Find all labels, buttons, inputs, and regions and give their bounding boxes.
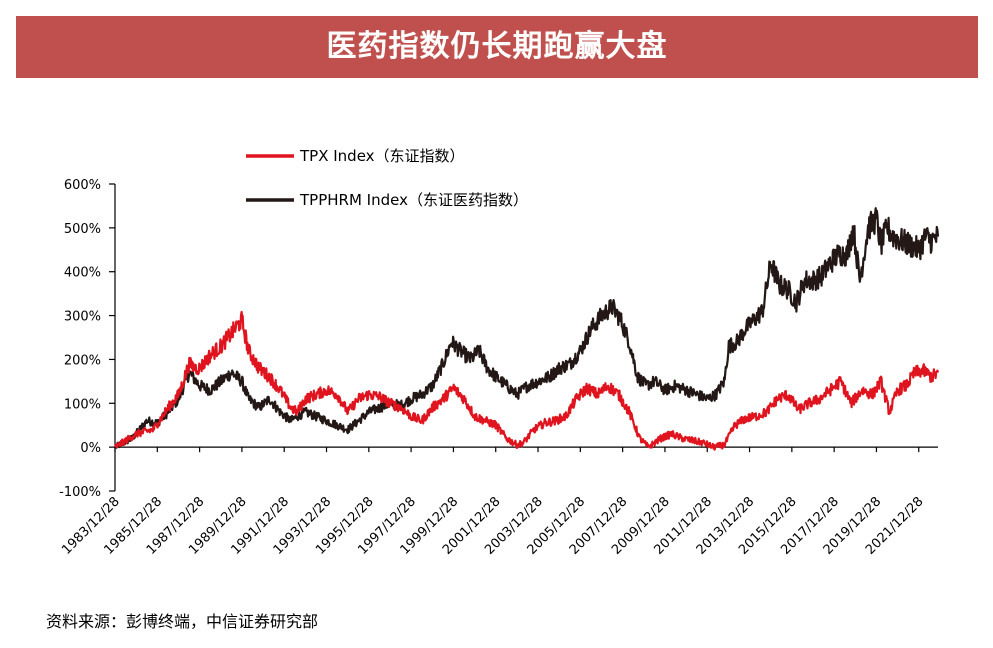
source-note: 资料来源：彭博终端，中信证券研究部 bbox=[46, 612, 319, 631]
tpphrm-series-line bbox=[114, 207, 940, 449]
y-tick-label: 0% bbox=[80, 441, 101, 456]
y-tick-label: 100% bbox=[64, 397, 101, 412]
title-banner: 医药指数仍长期跑赢大盘 bbox=[16, 16, 978, 78]
page-title: 医药指数仍长期跑赢大盘 bbox=[326, 29, 668, 64]
y-tick-label: 400% bbox=[64, 266, 101, 281]
y-tick-label: 500% bbox=[64, 222, 101, 237]
y-tick-label: 600% bbox=[64, 178, 101, 193]
y-tick-label: 300% bbox=[64, 310, 101, 325]
chart-series bbox=[114, 207, 940, 451]
legend-label: TPPHRM Index（东证医药指数） bbox=[299, 191, 528, 209]
tpx-series-line bbox=[114, 310, 940, 451]
y-tick-label: 200% bbox=[64, 353, 101, 368]
chart-legend: TPX Index（东证指数） TPPHRM Index（东证医药指数） bbox=[246, 147, 528, 209]
legend-label: TPX Index（东证指数） bbox=[299, 147, 465, 165]
y-tick-label: -100% bbox=[59, 485, 101, 500]
